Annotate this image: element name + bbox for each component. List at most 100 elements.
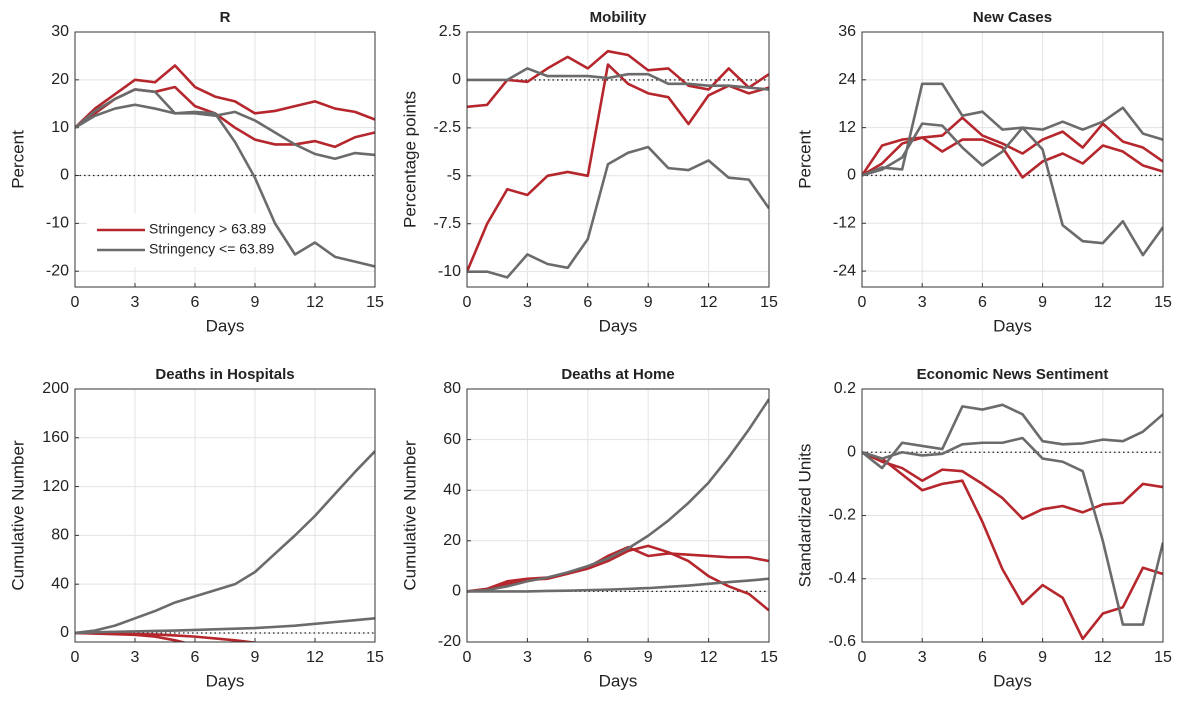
y-axis-label: Percent	[795, 130, 814, 189]
x-tick-label: 9	[1038, 294, 1047, 311]
plot-frame	[74, 31, 376, 288]
x-tick-label: 6	[191, 294, 200, 311]
y-tick-label: 80	[51, 527, 69, 544]
lines	[75, 64, 375, 268]
series-line	[862, 106, 1163, 177]
plot-frame	[861, 388, 1164, 643]
series-line	[75, 631, 260, 642]
x-axis-label: Days	[993, 316, 1032, 335]
y-tick-label: 0	[847, 443, 856, 460]
x-tick-label: 12	[306, 649, 324, 666]
series-line	[467, 49, 769, 109]
series-line	[467, 67, 769, 91]
chart-title: Mobility	[590, 9, 647, 26]
y-tick-label: 0	[60, 167, 69, 184]
y-axis-label: Cumulative Number	[400, 440, 419, 591]
y-tick-label: -10	[438, 263, 461, 280]
y-tick-label: -24	[833, 262, 856, 279]
y-tick-label: 200	[42, 380, 69, 397]
y-tick-label: -0.4	[828, 570, 856, 587]
y-tick-label: 10	[51, 119, 69, 136]
y-tick-label: 12	[838, 119, 856, 136]
plot-frame	[466, 31, 770, 288]
chart-title: New Cases	[973, 9, 1052, 26]
x-tick-label: 9	[644, 649, 653, 666]
x-tick-label: 3	[523, 294, 532, 311]
x-tick-label: 9	[251, 649, 260, 666]
x-tick-label: 15	[1154, 649, 1172, 666]
x-tick-label: 6	[978, 294, 987, 311]
plot-frame	[466, 388, 770, 643]
y-tick-label: 20	[51, 71, 69, 88]
y-tick-label: 0.2	[834, 380, 856, 397]
series-line	[75, 450, 375, 635]
panel: 0 3 6 9 12 15 -0.6 -0.4 -0.2 0 0.2 Economic News Se…	[795, 366, 1172, 691]
series-line	[862, 451, 1163, 641]
series-line	[75, 88, 375, 268]
x-tick-label: 6	[583, 294, 592, 311]
y-axis-label: Percentage points	[400, 91, 419, 228]
x-tick-label: 15	[760, 649, 778, 666]
x-tick-label: 12	[700, 294, 718, 311]
y-tick-label: 0	[452, 583, 461, 600]
series-line	[862, 403, 1163, 470]
y-axis-label: Standardized Units	[795, 444, 814, 588]
y-tick-label: -5	[447, 167, 461, 184]
y-tick-label: 36	[838, 23, 856, 40]
x-tick-label: 12	[700, 649, 718, 666]
y-tick-label: 160	[42, 429, 69, 446]
x-tick-label: 6	[191, 649, 200, 666]
x-tick-label: 15	[366, 294, 384, 311]
panel: 0 3 6 9 12 15 0 40 80 120 160 200 Deaths in Hospital…	[8, 366, 384, 691]
x-tick-label: 0	[858, 649, 867, 666]
x-tick-label: 0	[71, 294, 80, 311]
chart-title: Deaths at Home	[561, 366, 674, 383]
legend-label: Stringency > 63.89	[149, 221, 266, 237]
series-line	[467, 145, 769, 279]
chart-title: R	[220, 9, 231, 26]
y-tick-label: 60	[443, 431, 461, 448]
y-tick-label: 40	[51, 575, 69, 592]
chart-title: Economic News Sentiment	[917, 366, 1109, 383]
x-tick-label: 12	[306, 294, 324, 311]
series-line	[75, 103, 375, 161]
y-tick-label: -20	[46, 262, 69, 279]
plot-area	[75, 389, 375, 642]
y-tick-label: -10	[46, 215, 69, 232]
x-tick-label: 3	[918, 294, 927, 311]
x-tick-label: 9	[251, 294, 260, 311]
panel: 0 3 6 9 12 15 -10 -7.5 -5 -2.5 0 2.5 Mobility Days Per…	[400, 9, 778, 336]
x-tick-label: 12	[1094, 294, 1112, 311]
x-axis-label: Days	[599, 316, 638, 335]
plot-frame	[861, 31, 1164, 288]
x-tick-label: 6	[978, 649, 987, 666]
series-line	[75, 64, 375, 129]
y-tick-label: 24	[838, 71, 856, 88]
x-tick-label: 9	[644, 294, 653, 311]
lines	[467, 398, 769, 612]
x-tick-label: 3	[131, 294, 140, 311]
y-tick-label: -20	[438, 633, 461, 650]
y-tick-label: 30	[51, 23, 69, 40]
x-tick-label: 3	[131, 649, 140, 666]
y-tick-label: 0	[452, 71, 461, 88]
y-tick-label: -12	[833, 214, 856, 231]
y-axis-label: Percent	[8, 130, 27, 189]
series-line	[862, 82, 1163, 257]
lines	[862, 82, 1163, 257]
legend-box	[87, 213, 267, 267]
y-tick-label: 2.5	[439, 23, 461, 40]
x-tick-label: 0	[71, 649, 80, 666]
chart-title: Deaths in Hospitals	[155, 366, 294, 383]
lines	[75, 450, 375, 642]
y-axis-label: Cumulative Number	[8, 440, 27, 591]
series-line	[467, 545, 769, 593]
legend-label: Stringency <= 63.89	[149, 241, 275, 257]
y-tick-label: 0	[847, 167, 856, 184]
series-line	[467, 577, 769, 593]
plot-area	[862, 32, 1163, 287]
x-tick-label: 0	[463, 649, 472, 666]
